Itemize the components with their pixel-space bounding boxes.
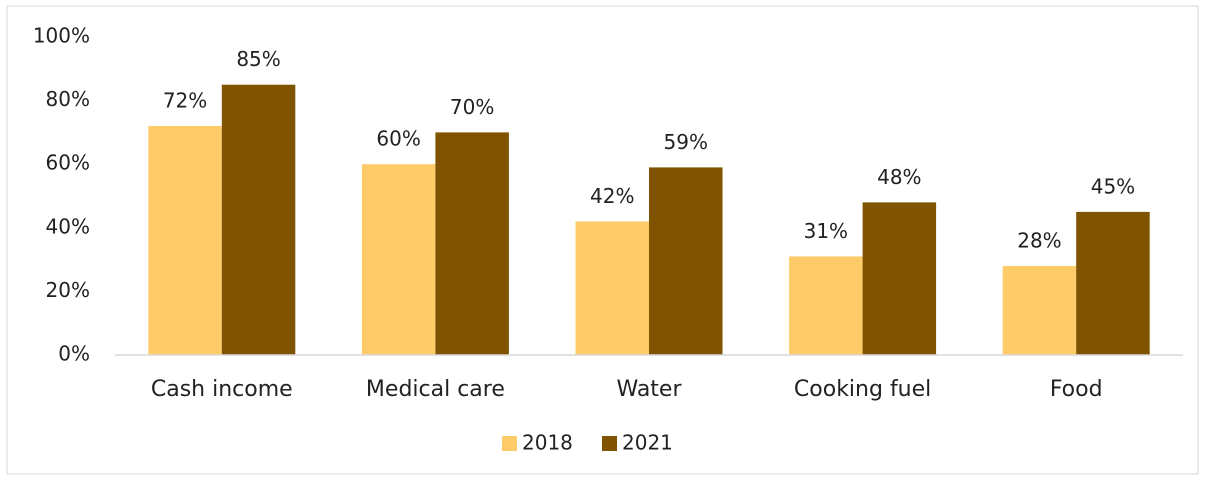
data-label: 28%	[1017, 228, 1061, 252]
bar	[221, 84, 296, 355]
bar	[148, 126, 222, 355]
y-tick-label: 40%	[46, 214, 90, 238]
x-tick-label: Water	[616, 377, 682, 402]
legend-swatch	[502, 436, 517, 451]
data-label: 48%	[877, 165, 921, 189]
data-label: 60%	[376, 127, 420, 151]
data-label: 70%	[450, 95, 494, 119]
y-tick-label: 80%	[46, 87, 90, 111]
legend-label: 2021	[622, 431, 673, 455]
bar	[1076, 211, 1150, 355]
x-tick-label: Food	[1050, 377, 1103, 402]
y-tick-label: 60%	[46, 151, 90, 175]
bar	[649, 167, 723, 355]
x-tick-label: Cooking fuel	[794, 377, 931, 402]
chart-border	[6, 5, 1199, 475]
bar	[575, 221, 649, 355]
data-label: 31%	[804, 219, 848, 243]
y-tick-label: 100%	[33, 24, 90, 48]
bar	[789, 256, 863, 355]
y-tick-label: 20%	[46, 278, 90, 302]
x-tick-label: Cash income	[151, 377, 293, 402]
legend-label: 2018	[522, 431, 573, 455]
data-label: 42%	[590, 184, 634, 208]
bar	[1002, 265, 1077, 355]
data-label: 45%	[1091, 174, 1135, 198]
bar	[862, 202, 937, 355]
data-label: 59%	[664, 130, 708, 154]
data-label: 85%	[236, 47, 280, 71]
y-tick-label: 0%	[58, 342, 90, 366]
bar	[435, 132, 509, 355]
legend-swatch	[602, 436, 617, 451]
data-label: 72%	[163, 89, 207, 113]
bar	[361, 164, 436, 355]
x-tick-label: Medical care	[366, 377, 505, 402]
